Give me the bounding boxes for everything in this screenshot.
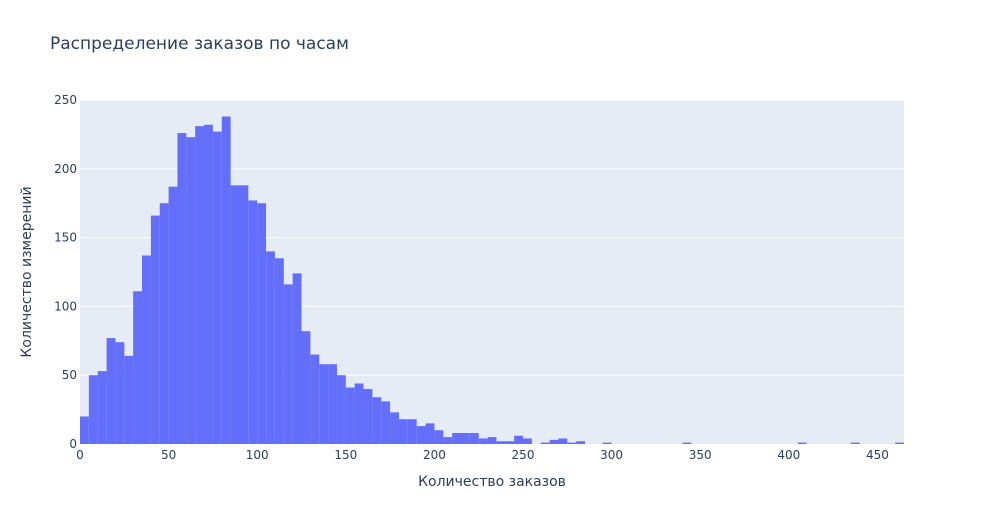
histogram-bar <box>248 200 258 444</box>
histogram-bar <box>133 291 143 444</box>
histogram-bar <box>567 442 577 444</box>
histogram-bar <box>523 438 532 444</box>
histogram-bar <box>602 442 612 444</box>
histogram-bar <box>195 126 205 445</box>
histogram-bar <box>487 437 497 444</box>
chart-title: Распределение заказов по часам <box>50 34 349 54</box>
histogram-bar <box>115 342 125 444</box>
histogram-bar <box>301 331 311 444</box>
histogram-bar <box>363 388 373 444</box>
histogram-bar <box>443 437 453 444</box>
histogram-bar <box>257 203 267 444</box>
histogram-bar <box>558 438 568 444</box>
histogram-bar <box>97 371 107 444</box>
histogram-bar <box>407 419 417 444</box>
y-tick-label: 100 <box>54 299 77 313</box>
x-tick-label: 100 <box>246 448 269 462</box>
histogram-bar <box>797 442 807 444</box>
x-tick-label: 250 <box>512 448 535 462</box>
histogram-bar <box>354 383 364 444</box>
histogram-bar <box>168 186 178 445</box>
histogram-bar <box>540 442 550 444</box>
x-tick-label: 50 <box>161 448 176 462</box>
histogram-bar <box>469 432 479 444</box>
histogram-bar <box>398 419 408 444</box>
x-axis-title: Количество заказов <box>418 474 566 490</box>
histogram-bar <box>372 397 382 444</box>
x-tick-label: 0 <box>76 448 84 462</box>
histogram-bar <box>186 137 196 445</box>
x-tick-label: 400 <box>777 448 800 462</box>
histogram-bar <box>549 439 559 444</box>
y-tick-label: 150 <box>54 231 77 245</box>
histogram-bar <box>292 273 302 444</box>
histogram-bar <box>88 375 98 444</box>
histogram-bar <box>381 401 391 444</box>
histogram-bar <box>478 438 488 444</box>
histogram-bar <box>345 387 355 444</box>
histogram-bar <box>230 185 240 444</box>
histogram-bar <box>682 442 692 444</box>
x-tick-label: 350 <box>689 448 712 462</box>
y-axis-ticks: 0 50 100 150 200 250 <box>54 93 77 451</box>
y-tick-label: 0 <box>69 437 77 451</box>
histogram-bar <box>496 441 506 444</box>
x-tick-label: 450 <box>866 448 889 462</box>
histogram-bar <box>460 432 470 444</box>
histogram-bar <box>336 375 346 444</box>
y-tick-label: 200 <box>54 162 77 176</box>
histogram-bar <box>204 124 213 444</box>
histogram-bar <box>505 441 515 444</box>
histogram-bar <box>452 432 461 444</box>
histogram-bar <box>895 442 904 444</box>
histogram-bar <box>239 185 249 444</box>
histogram-bar <box>328 364 337 444</box>
histogram-bar <box>390 412 399 444</box>
histogram-bar <box>425 423 435 444</box>
histogram-bar <box>576 441 586 444</box>
histogram-bar <box>106 338 116 444</box>
x-tick-label: 300 <box>600 448 623 462</box>
histogram-bars <box>80 116 904 445</box>
histogram-bar <box>266 251 275 444</box>
histogram-bar <box>434 430 444 444</box>
histogram-bar <box>177 133 187 445</box>
x-tick-label: 150 <box>334 448 357 462</box>
histogram-bar <box>310 354 320 444</box>
histogram-bar <box>124 355 134 444</box>
histogram-bar <box>850 442 860 444</box>
histogram-bar <box>80 416 89 444</box>
histogram-bar <box>283 284 293 444</box>
x-tick-label: 200 <box>423 448 446 462</box>
histogram-bar <box>274 258 284 444</box>
histogram-bar <box>319 364 329 444</box>
histogram-bar <box>142 255 151 444</box>
histogram-bar <box>150 215 160 444</box>
histogram-bar <box>159 203 169 444</box>
y-tick-label: 250 <box>54 93 77 107</box>
histogram-bar <box>212 131 222 444</box>
histogram-bar <box>221 116 231 445</box>
histogram-bar <box>416 426 426 444</box>
x-axis-ticks: 0 50 100 150 200 250 300 350 400 450 <box>76 448 889 462</box>
y-tick-label: 50 <box>62 368 77 382</box>
histogram-bar <box>514 435 524 444</box>
y-axis-title: Количество измерений <box>19 186 35 357</box>
